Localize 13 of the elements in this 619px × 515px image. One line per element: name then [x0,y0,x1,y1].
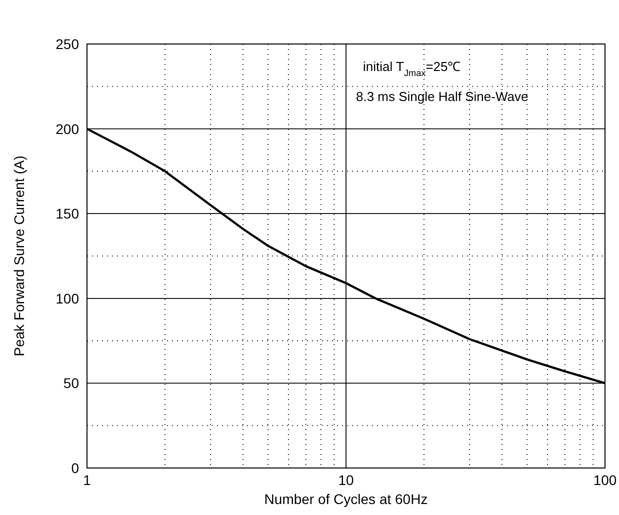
y-axis-title: Peak Forward Surve Current (A) [11,156,27,356]
x-axis-title: Number of Cycles at 60Hz [264,491,428,507]
y-tick-label: 200 [56,120,80,137]
y-tick-label: 50 [63,375,80,392]
annotation: 8.3 ms Single Half Sine-Wave [356,89,528,104]
y-tick-label: 100 [56,290,80,306]
y-tick-label: 150 [56,206,80,222]
x-tick-label: 1 [83,472,92,488]
y-tick-label: 250 [56,36,80,52]
x-tick-label: 100 [593,472,617,488]
y-tick-label: 0 [71,460,80,476]
annotation: initial T$_{Jmax}$=25℃ [363,59,461,78]
x-tick-label: 10 [338,472,354,488]
